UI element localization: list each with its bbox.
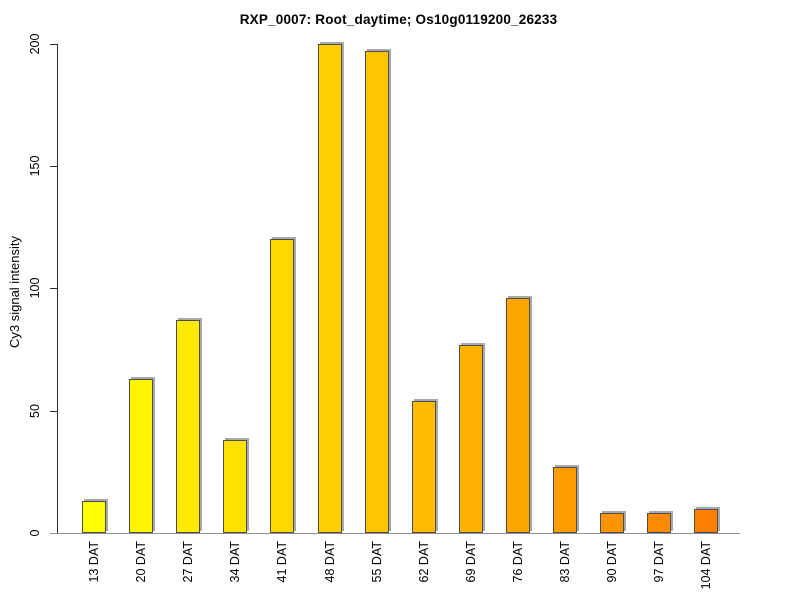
bar [600, 513, 625, 533]
y-tick-label-text: 100 [28, 277, 42, 299]
bar [82, 501, 106, 533]
y-tick [50, 43, 57, 45]
y-tick [50, 410, 57, 412]
x-category-label-text: 55 DAT [369, 541, 384, 583]
y-axis-label-text: Cy3 signal intensity [7, 236, 22, 348]
bar [411, 400, 436, 533]
x-category-label-text: 83 DAT [558, 541, 572, 583]
bar [270, 239, 295, 533]
bar [553, 466, 577, 533]
y-tick [50, 288, 57, 290]
bar [458, 344, 483, 533]
y-tick [50, 165, 57, 167]
x-category-label-text: 69 DAT [463, 541, 478, 583]
y-tick-label-text: 150 [28, 155, 42, 177]
x-category-label-text: 48 DAT [322, 541, 337, 583]
y-tick-label-text: 200 [28, 33, 42, 54]
x-axis-line [50, 533, 740, 534]
x-category-label-text: 41 DAT [275, 541, 290, 583]
bar [129, 378, 154, 533]
x-category-label-text: 76 DAT [510, 541, 525, 583]
x-category-label-text: 97 DAT [652, 541, 667, 583]
bar [223, 439, 248, 533]
bar [647, 513, 672, 533]
y-axis-line [57, 43, 58, 533]
x-category-label-text: 27 DAT [181, 541, 196, 583]
chart-title: RXP_0007: Root_daytime; Os10g0119200_262… [239, 12, 558, 27]
x-category-label-text: 104 DAT [699, 541, 714, 590]
x-category-label-text: 13 DAT [87, 541, 101, 583]
x-category-label-text: 62 DAT [416, 541, 431, 583]
x-category-label-text: 20 DAT [134, 541, 149, 583]
bar [505, 298, 530, 533]
bar [317, 43, 342, 533]
y-tick-label-text: 50 [28, 403, 42, 418]
y-tick-label-text: 0 [28, 529, 42, 537]
x-category-label-text: 90 DAT [605, 541, 620, 583]
bar [176, 320, 201, 533]
bar [364, 50, 389, 533]
x-category-label-text: 34 DAT [228, 541, 243, 583]
bar [694, 508, 719, 533]
